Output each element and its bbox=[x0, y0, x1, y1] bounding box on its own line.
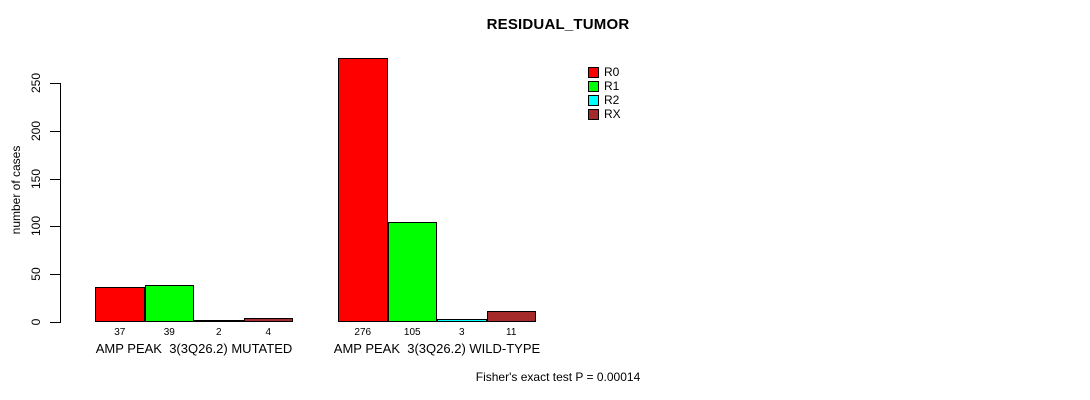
y-axis-tick bbox=[50, 322, 60, 323]
y-tick-label: 250 bbox=[29, 72, 43, 94]
y-axis-tick bbox=[50, 274, 60, 276]
legend-label-R0: R0 bbox=[604, 65, 620, 79]
y-axis-tick bbox=[50, 130, 60, 132]
legend-label-R1: R1 bbox=[604, 79, 620, 93]
bar-RX-group2 bbox=[486, 311, 536, 322]
y-axis-label: number of cases bbox=[9, 145, 23, 235]
legend-swatch-R0 bbox=[588, 67, 599, 78]
legend-swatch-R2 bbox=[588, 95, 599, 106]
bar-value-label: 39 bbox=[163, 327, 175, 338]
fisher-test-annotation: Fisher's exact test P = 0.00014 bbox=[475, 370, 641, 384]
bar-value-label: 37 bbox=[114, 327, 126, 338]
y-axis-tick bbox=[50, 226, 60, 228]
legend-swatch-RX bbox=[588, 109, 599, 120]
bar-value-label: 276 bbox=[354, 327, 372, 338]
bar-value-label: 105 bbox=[403, 327, 421, 338]
bar-R1-group1 bbox=[144, 284, 194, 322]
bar-R0-group2 bbox=[338, 58, 388, 322]
legend-swatch-R1 bbox=[588, 81, 599, 92]
category-label: AMP PEAK 3(3Q26.2) MUTATED bbox=[95, 341, 293, 356]
bar-value-label: 11 bbox=[506, 327, 517, 338]
y-axis-tick bbox=[50, 178, 60, 180]
bar-value-label: 3 bbox=[458, 327, 465, 338]
bar-R2-group2 bbox=[437, 319, 487, 322]
bar-R2-group1 bbox=[194, 320, 244, 322]
legend-label-RX: RX bbox=[604, 107, 621, 121]
bar-value-label: 4 bbox=[265, 327, 272, 338]
category-label: AMP PEAK 3(3Q26.2) WILD-TYPE bbox=[333, 341, 541, 356]
legend-label-R2: R2 bbox=[604, 93, 620, 107]
chart-title: RESIDUAL_TUMOR bbox=[486, 16, 630, 33]
bar-RX-group1 bbox=[243, 318, 293, 322]
bar-R0-group1 bbox=[95, 286, 145, 322]
y-axis-tick bbox=[50, 83, 60, 84]
y-axis-line bbox=[60, 83, 61, 323]
bar-value-label: 2 bbox=[215, 327, 222, 338]
bar-R1-group2 bbox=[387, 221, 437, 322]
